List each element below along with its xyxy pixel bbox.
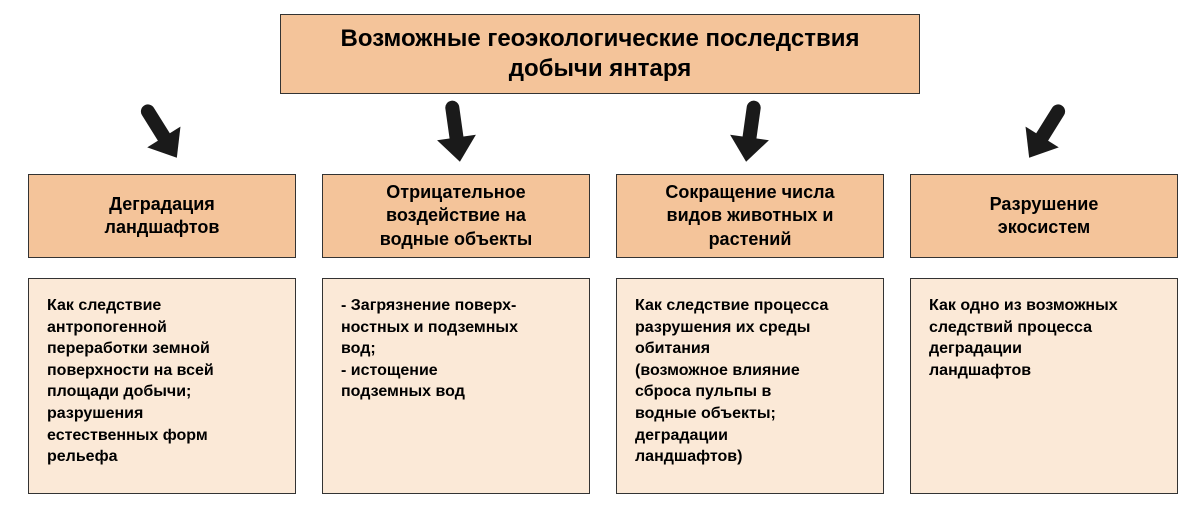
category-detail-1: - Загрязнение поверх- ностных и подземны… (322, 278, 590, 494)
arrow-icon (1009, 99, 1079, 169)
category-header-0: Деградация ландшафтов (28, 174, 296, 258)
category-header-2: Сокращение числа видов животных и растен… (616, 174, 884, 258)
arrow-icon (421, 99, 491, 169)
arrow-icon (715, 99, 785, 169)
main-title: Возможные геоэкологические последствия д… (280, 14, 920, 94)
category-detail-3: Как одно из возможных следствий процесса… (910, 278, 1178, 494)
category-header-1: Отрицательное воздействие на водные объе… (322, 174, 590, 258)
category-detail-0: Как следствие антропогенной переработки … (28, 278, 296, 494)
category-header-3: Разрушение экосистем (910, 174, 1178, 258)
arrow-icon (127, 99, 197, 169)
category-detail-2: Как следствие процесса разрушения их сре… (616, 278, 884, 494)
